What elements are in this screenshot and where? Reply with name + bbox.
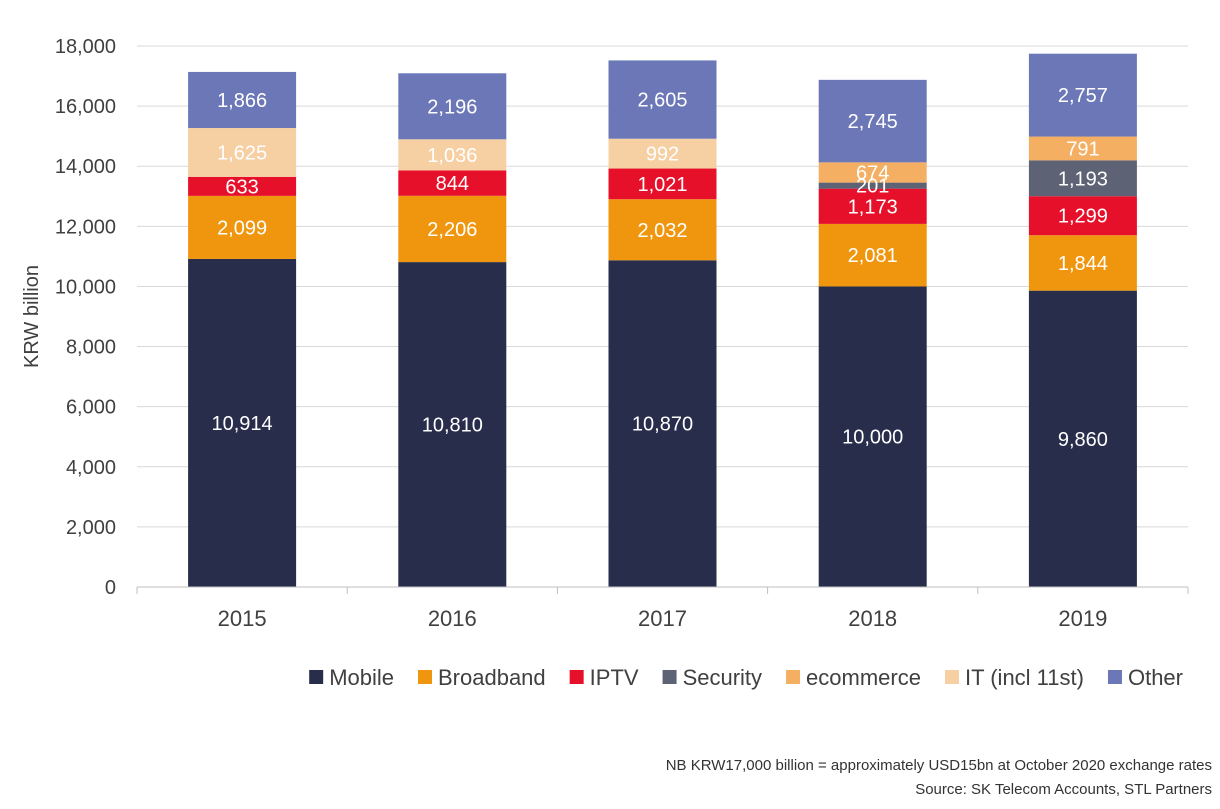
data-label: 2,032 bbox=[637, 220, 687, 242]
y-axis-title: KRW billion bbox=[21, 265, 43, 368]
legend-swatch bbox=[418, 670, 432, 684]
bar-segment bbox=[188, 258, 297, 587]
data-label: 1,866 bbox=[217, 90, 267, 112]
bar-segment bbox=[608, 260, 717, 587]
bar-segment bbox=[1028, 196, 1137, 236]
data-label: 9,860 bbox=[1058, 429, 1108, 451]
data-label: 1,173 bbox=[848, 196, 898, 218]
bar-segment bbox=[608, 138, 717, 169]
data-label: 1,193 bbox=[1058, 168, 1108, 190]
data-label: 201 bbox=[856, 176, 889, 198]
bar-segment bbox=[818, 188, 927, 224]
bar-segment bbox=[1028, 136, 1137, 161]
source-note: Source: SK Telecom Accounts, STL Partner… bbox=[915, 781, 1212, 798]
legend-label: ecommerce bbox=[806, 665, 921, 690]
bar-segment bbox=[818, 286, 927, 587]
legend-swatch bbox=[662, 670, 677, 684]
data-label: 1,021 bbox=[637, 174, 687, 196]
exchange-rate-note: NB KRW17,000 billion = approximately USD… bbox=[665, 757, 1212, 774]
legend-label: Other bbox=[1128, 665, 1183, 690]
bar-segment bbox=[398, 195, 507, 263]
bars bbox=[188, 53, 1137, 587]
y-tick-label: 6,000 bbox=[66, 397, 116, 419]
data-label: 2,081 bbox=[848, 245, 898, 267]
data-label: 1,625 bbox=[217, 142, 267, 164]
bar-segment bbox=[1028, 160, 1137, 197]
data-label: 791 bbox=[1066, 138, 1099, 160]
bar-segment bbox=[608, 199, 717, 261]
bar-segment bbox=[1028, 290, 1137, 587]
bar-segment bbox=[1028, 235, 1137, 291]
bar-segment bbox=[398, 73, 507, 140]
data-label: 1,299 bbox=[1058, 206, 1108, 228]
data-label: 1,036 bbox=[427, 145, 477, 167]
data-labels: 10,914 2,099 633 1,625 1,866 10,810 2,206 844 1,… bbox=[212, 85, 1108, 451]
y-tick-label: 10,000 bbox=[55, 276, 116, 298]
data-label: 2,099 bbox=[217, 217, 267, 239]
legend-swatch bbox=[944, 670, 959, 684]
x-tick-label: 2019 bbox=[1058, 606, 1107, 631]
y-tick-label: 4,000 bbox=[66, 457, 116, 479]
data-label: 1,844 bbox=[1058, 253, 1108, 275]
legend-label: Mobile bbox=[329, 665, 394, 690]
footnotes: NB KRW17,000 billion = approximately USD… bbox=[666, 754, 1212, 802]
bar-segment bbox=[1028, 53, 1137, 137]
data-label: 674 bbox=[856, 162, 889, 184]
bar-segment bbox=[398, 170, 507, 196]
data-label: 2,206 bbox=[427, 219, 477, 241]
x-tick-label: 2015 bbox=[218, 606, 267, 631]
legend-label: Broadband bbox=[438, 665, 546, 690]
legend-swatch bbox=[569, 670, 584, 684]
data-label: 2,745 bbox=[848, 111, 898, 133]
data-label: 2,605 bbox=[637, 90, 687, 112]
data-label: 10,810 bbox=[422, 415, 483, 437]
legend-label: Security bbox=[683, 665, 762, 690]
bar-segment bbox=[188, 176, 297, 196]
bar-segment bbox=[188, 195, 297, 259]
data-label: 992 bbox=[646, 144, 679, 166]
data-label: 2,757 bbox=[1058, 85, 1108, 107]
legend-swatch bbox=[309, 670, 324, 684]
legend-swatch bbox=[786, 670, 801, 684]
y-tick-label: 0 bbox=[105, 577, 116, 599]
y-tick-label: 2,000 bbox=[66, 517, 116, 539]
bar-segment bbox=[818, 223, 927, 287]
bar-segment bbox=[398, 262, 507, 587]
legend: Mobile Broadband IPTV Security ecommerce IT (… bbox=[309, 665, 1183, 690]
y-tick-label: 18,000 bbox=[55, 36, 116, 58]
x-tick-label: 2016 bbox=[428, 606, 477, 631]
x-tick-label: 2018 bbox=[848, 606, 897, 631]
x-tick-label: 2017 bbox=[638, 606, 687, 631]
legend-swatch bbox=[1107, 670, 1122, 684]
bar-segment bbox=[398, 139, 507, 171]
legend-label: IPTV bbox=[590, 665, 639, 690]
bar-segment bbox=[818, 162, 927, 183]
bar-segment bbox=[188, 128, 297, 177]
data-label: 10,000 bbox=[842, 427, 903, 449]
bar-segment bbox=[818, 182, 927, 189]
y-tick-label: 8,000 bbox=[66, 337, 116, 359]
data-label: 10,870 bbox=[632, 414, 693, 436]
data-label: 10,914 bbox=[212, 413, 273, 435]
legend-label: IT (incl 11st) bbox=[965, 665, 1084, 690]
data-label: 633 bbox=[225, 176, 258, 198]
bar-segment bbox=[818, 79, 927, 163]
data-label: 2,196 bbox=[427, 96, 477, 118]
y-tick-label: 16,000 bbox=[55, 96, 116, 118]
y-tick-label: 12,000 bbox=[55, 216, 116, 238]
bar-segment bbox=[188, 71, 297, 129]
bar-segment bbox=[608, 60, 717, 139]
bar-segment bbox=[608, 168, 717, 200]
data-label: 844 bbox=[436, 173, 469, 195]
axes: 0 2,000 4,000 6,000 8,000 10,000 12,000 14,000 1… bbox=[21, 36, 1189, 631]
y-tick-label: 14,000 bbox=[55, 156, 116, 178]
